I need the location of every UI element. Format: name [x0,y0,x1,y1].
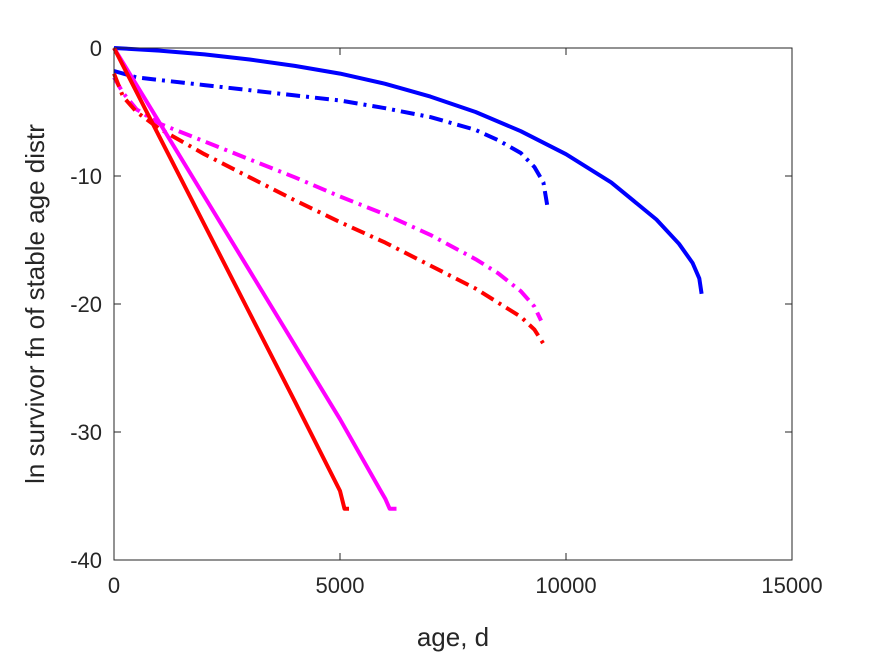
series-line-2 [113,69,550,210]
y-tick-label: -30 [70,420,102,445]
x-tick-label: 10000 [535,573,596,598]
series-line-4 [112,72,546,345]
x-tick-label: 15000 [761,573,822,598]
series-layer [112,46,704,511]
y-tick-label: -10 [70,164,102,189]
y-tick-label: -40 [70,548,102,573]
series-line-6 [112,47,349,511]
x-tick-label: 5000 [316,573,365,598]
plot-area-frame [113,47,793,561]
series-line-3 [112,76,543,322]
x-tick-label: 0 [108,573,120,598]
series-line-5 [112,46,397,511]
y-tick-label: 0 [90,36,102,61]
y-tick-label: -20 [70,292,102,317]
x-axis-label: age, d [417,622,489,652]
y-axis-label: ln survivor fn of stable age distr [20,124,50,484]
series-line-1 [113,46,704,295]
tick-layer: 0 5000 10000 15000 -40 -30 -20 -10 0 [70,36,822,598]
